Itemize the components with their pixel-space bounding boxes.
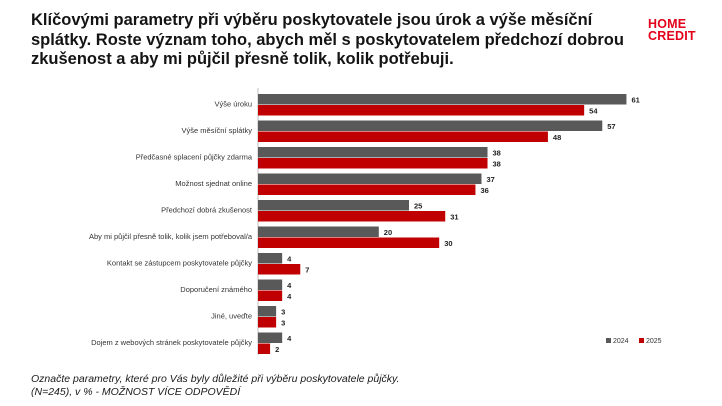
data-label-2024: 4 xyxy=(287,255,292,264)
data-label-2024: 57 xyxy=(607,122,615,131)
bar-2025 xyxy=(258,237,440,248)
bar-2025 xyxy=(258,184,476,195)
category-label: Možnost sjednat online xyxy=(175,179,252,188)
legend-label-2024: 2024 xyxy=(613,338,629,345)
bar-2025 xyxy=(258,158,488,169)
legend-swatch-2024 xyxy=(606,338,611,343)
bar-2024 xyxy=(258,200,409,211)
data-label-2025: 3 xyxy=(281,319,285,328)
bar-2025 xyxy=(258,343,271,354)
bar-2024 xyxy=(258,253,283,264)
data-label-2024: 25 xyxy=(414,202,422,211)
category-label: Výše měsíční splátky xyxy=(182,126,253,135)
data-label-2024: 3 xyxy=(281,308,285,317)
data-label-2024: 4 xyxy=(287,281,292,290)
data-label-2024: 20 xyxy=(384,228,392,237)
bar-2024 xyxy=(258,332,283,343)
data-label-2025: 30 xyxy=(444,239,452,248)
footnote: Označte parametry, které pro Vás byly dů… xyxy=(31,373,631,399)
data-label-2024: 37 xyxy=(486,175,494,184)
data-label-2025: 48 xyxy=(553,133,561,142)
bar-2024 xyxy=(258,279,283,290)
category-label: Kontakt se zástupcem poskytovatele půjčk… xyxy=(107,259,252,268)
category-label: Předchozí dobrá zkušenost xyxy=(161,206,253,215)
bar-2025 xyxy=(258,105,585,116)
data-label-2024: 4 xyxy=(287,334,292,343)
bar-2025 xyxy=(258,131,548,142)
bar-2024 xyxy=(258,147,488,158)
data-label-2025: 54 xyxy=(589,107,598,116)
logo-line-credit: CREDIT xyxy=(648,29,696,43)
data-label-2024: 61 xyxy=(631,96,639,105)
bar-chart: Výše úroku 61 54 Výše měsíční splátky 57 48 Př… xyxy=(89,88,662,355)
data-label-2025: 38 xyxy=(493,160,501,169)
category-label: Jiné, uveďte xyxy=(211,312,252,321)
bar-2025 xyxy=(258,290,283,301)
data-label-2025: 2 xyxy=(275,345,279,354)
data-label-2025: 4 xyxy=(287,292,292,301)
bar-2025 xyxy=(258,211,446,222)
bar-2024 xyxy=(258,226,379,237)
legend-label-2025: 2025 xyxy=(646,338,662,345)
data-label-2024: 38 xyxy=(493,149,501,158)
data-label-2025: 36 xyxy=(480,186,488,195)
logo-line-home: HOME xyxy=(648,17,687,31)
data-label-2025: 7 xyxy=(305,266,309,275)
bar-2025 xyxy=(258,317,277,328)
category-label: Dojem z webových stránek poskytovatele p… xyxy=(91,338,252,347)
category-label: Aby mi půjčil přesně tolik, kolik jsem p… xyxy=(89,232,253,241)
bar-2024 xyxy=(258,94,627,105)
footnote-sample: (N=245), v % - MOŽNOST VÍCE ODPOVĚDÍ xyxy=(31,386,241,398)
bar-2024 xyxy=(258,173,482,184)
home-credit-logo: HOME CREDIT xyxy=(648,17,710,43)
category-label: Doporučení známého xyxy=(180,285,252,294)
bar-2024 xyxy=(258,120,603,131)
bar-2025 xyxy=(258,264,301,275)
footnote-question: Označte parametry, které pro Vás byly dů… xyxy=(31,373,400,385)
category-label: Předčasné splacení půjčky zdarma xyxy=(136,153,253,162)
legend-swatch-2025 xyxy=(639,338,644,343)
page-title: Klíčovými parametry při výběru poskytova… xyxy=(31,11,624,68)
data-label-2025: 31 xyxy=(450,213,458,222)
bar-2024 xyxy=(258,306,277,317)
category-label: Výše úroku xyxy=(214,100,252,109)
